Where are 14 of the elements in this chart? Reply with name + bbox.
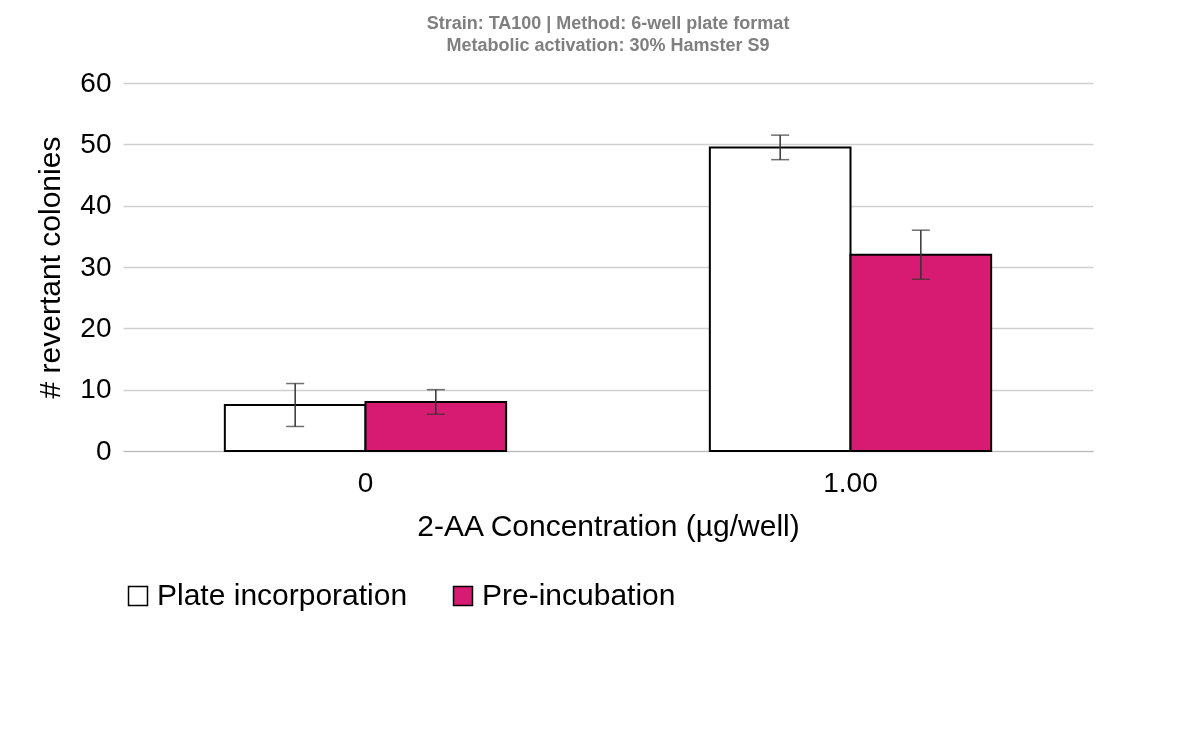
chart-title: Strain: TA100 | Method: 6-well plate format	[426, 13, 790, 33]
y-tick-label: 20	[80, 311, 112, 343]
legend-label: Plate incorporation	[157, 578, 408, 611]
x-axis-title: 2-AA Concentration (µg/well)	[417, 508, 800, 542]
x-tick-label: 1.00	[823, 466, 878, 498]
y-tick-label: 60	[80, 66, 112, 98]
y-tick-label: 0	[95, 434, 112, 466]
legend-label: Pre-incubation	[482, 578, 676, 611]
chart-subtitle: Metabolic activation: 30% Hamster S9	[446, 35, 770, 55]
y-tick-label: 30	[80, 250, 112, 282]
y-tick-label: 50	[80, 127, 112, 159]
y-tick-label: 40	[80, 189, 112, 221]
y-tick-label: 10	[80, 373, 112, 405]
y-axis-title: # revertant colonies	[33, 136, 67, 399]
